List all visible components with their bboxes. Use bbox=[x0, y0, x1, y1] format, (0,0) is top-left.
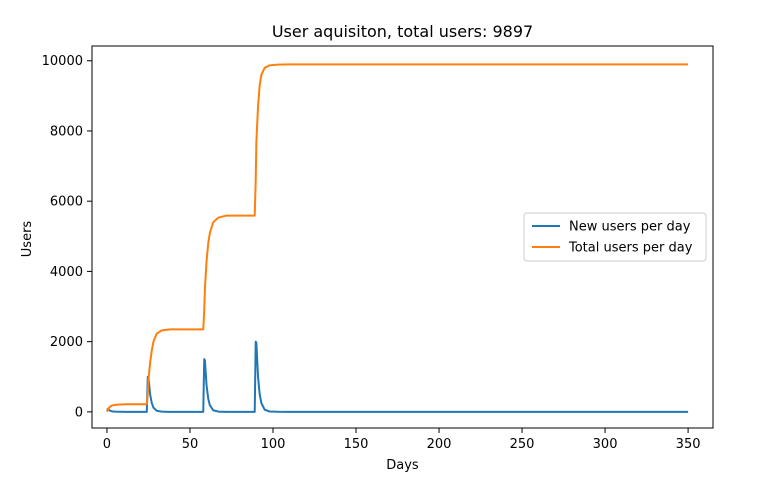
legend-label-2: Total users per day bbox=[568, 241, 693, 256]
series-line-1 bbox=[106, 340, 689, 413]
plot-area bbox=[91, 45, 714, 429]
y-tick-label: 4000 bbox=[50, 265, 83, 280]
legend-label-1: New users per day bbox=[569, 220, 691, 235]
x-tick-label: 300 bbox=[593, 437, 618, 452]
x-tick-label: 50 bbox=[182, 437, 199, 452]
x-tick-label: 150 bbox=[344, 437, 369, 452]
x-axis-label: Days bbox=[386, 458, 419, 473]
y-tick-label: 2000 bbox=[50, 335, 83, 350]
x-axis-ticks: 0 50 100 150 200 250 300 350 bbox=[103, 428, 701, 452]
x-tick-label: 350 bbox=[676, 437, 701, 452]
y-axis-label: Users bbox=[20, 221, 35, 258]
axes-frame bbox=[91, 45, 714, 429]
legend-box bbox=[523, 212, 707, 262]
chart-title: User aquisiton, total users: 9897 bbox=[272, 22, 533, 41]
series-line-2 bbox=[106, 63, 689, 413]
x-tick-label: 100 bbox=[261, 437, 286, 452]
y-axis-ticks: 0 2000 4000 6000 8000 10000 bbox=[42, 54, 92, 420]
x-tick-label: 200 bbox=[427, 437, 452, 452]
legend: New users per day Total users per day bbox=[523, 212, 707, 262]
x-tick-label: 0 bbox=[103, 437, 111, 452]
y-tick-label: 6000 bbox=[50, 195, 83, 210]
y-tick-label: 10000 bbox=[42, 54, 83, 69]
y-tick-label: 0 bbox=[75, 405, 83, 420]
x-tick-label: 250 bbox=[510, 437, 535, 452]
y-tick-label: 8000 bbox=[50, 124, 83, 139]
